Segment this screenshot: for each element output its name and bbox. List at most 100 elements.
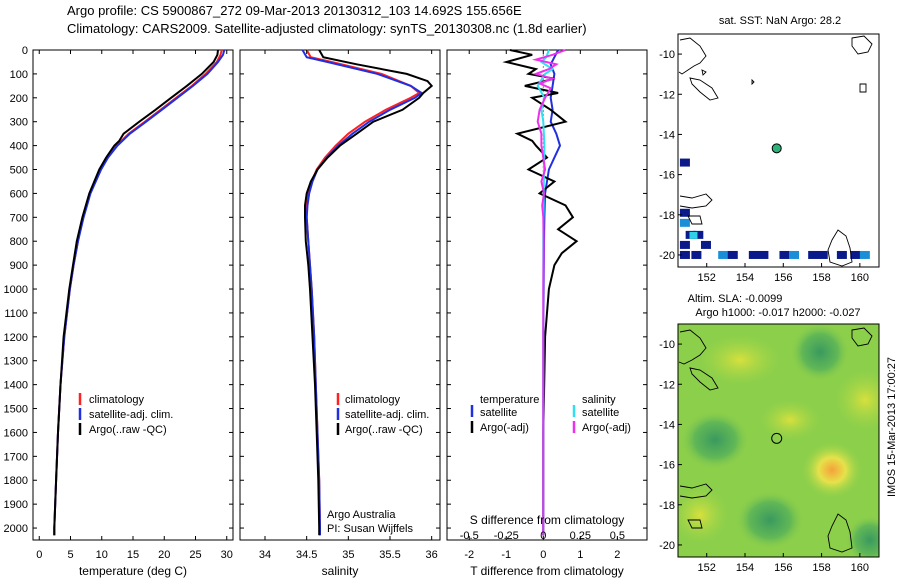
sla-map (677, 323, 880, 558)
sst-cell (679, 250, 690, 259)
s-difference-xlabel: S difference from climatology (470, 513, 625, 527)
x-tick-label: 25 (189, 549, 201, 561)
sst-cell (691, 250, 702, 259)
map-x-tick-label: 160 (851, 562, 869, 574)
depth-axis: 0 100 200 300 400 500 600 700 800 900 1000 1100 1200… (4, 45, 647, 535)
sst-cell (836, 250, 847, 259)
sst-coastline (678, 35, 873, 267)
map-y-tick-label: -16 (659, 460, 675, 472)
legend-argo-2: Argo(..raw -QC) (345, 424, 423, 436)
legend3-s-sat: satellite (582, 407, 619, 419)
depth-tick-label: 1300 (4, 356, 28, 368)
x-tick-label: 5 (67, 549, 73, 561)
argo-marker-sst (771, 143, 782, 154)
legend3-s-argo: Argo(-adj) (582, 422, 631, 434)
map-y-tick-label: -20 (659, 250, 675, 262)
depth-tick-label: 1900 (4, 499, 28, 511)
sla-map-ticks: 152 154 156 158 160 -10 -12 -14 -16 -18 -20 (659, 339, 869, 574)
depth-tick-label: 2000 (4, 523, 28, 535)
x-tick-label: -2 (464, 549, 474, 561)
legend3-t-sat: satellite (480, 407, 517, 419)
x2-tick-label: 0.5 (610, 530, 625, 542)
x2-tick-label: 0.25 (570, 530, 591, 542)
sst-map-title: sat. SST: NaN Argo: 28.2 (719, 15, 841, 27)
map-x-tick-label: 158 (812, 272, 830, 284)
map-x-tick-label: 156 (774, 562, 792, 574)
sst-cell (679, 218, 690, 227)
x-tick-label: 34 (259, 549, 271, 561)
depth-tick-label: 1500 (4, 404, 28, 416)
sla-map-title-1: Altim. SLA: -0.0099 (688, 293, 783, 305)
legend-argo: Argo(..raw -QC) (89, 424, 167, 436)
x-tick-label: 1 (577, 549, 583, 561)
x-tick-label: 0 (36, 549, 42, 561)
depth-tick-label: 800 (10, 236, 28, 248)
map-x-tick-label: 156 (774, 272, 792, 284)
map-x-tick-label: 152 (698, 562, 716, 574)
map-y-tick-label: -12 (659, 89, 675, 101)
depth-tick-label: 1700 (4, 451, 28, 463)
map-x-tick-label: 154 (736, 562, 754, 574)
sst-cell (850, 250, 861, 259)
map-y-tick-label: -20 (659, 540, 675, 552)
legend3-t-head: temperature (480, 394, 539, 406)
x-tick-label: 10 (96, 549, 108, 561)
sst-cell (718, 250, 729, 259)
x2-tick-label: -0.5 (460, 530, 479, 542)
x-tick-label: 0 (540, 549, 546, 561)
depth-tick-label: 900 (10, 260, 28, 272)
sst-cell (817, 250, 828, 259)
legend3-s-head: salinity (582, 394, 616, 406)
temperature-series (53, 49, 226, 536)
sst-cell (789, 250, 800, 259)
depth-tick-label: 1200 (4, 332, 28, 344)
map-y-tick-label: -12 (659, 379, 675, 391)
series-line (53, 49, 219, 536)
map-y-tick-label: -16 (659, 170, 675, 182)
legend3-t-argo: Argo(-adj) (480, 422, 529, 434)
sst-cell (679, 158, 690, 167)
sst-cell (808, 250, 819, 259)
depth-tick-label: 0 (22, 45, 28, 57)
map-x-tick-label: 160 (851, 272, 869, 284)
x-tick-label: 2 (614, 549, 620, 561)
sla-field (678, 324, 879, 557)
sst-cell (859, 250, 870, 259)
difference-legend: temperature satellite Argo(-adj) salinit… (470, 394, 631, 434)
depth-tick-label: 100 (10, 69, 28, 81)
x-tick-label: -1 (501, 549, 511, 561)
sst-cell (679, 240, 690, 249)
depth-tick-label: 1000 (4, 284, 28, 296)
depth-tick-label: 1600 (4, 427, 28, 439)
sst-cell (700, 240, 711, 249)
salinity-panel (239, 49, 441, 541)
depth-tick-label: 200 (10, 93, 28, 105)
map-y-tick-label: -14 (659, 129, 675, 141)
map-x-tick-label: 152 (698, 272, 716, 284)
title-line-2: Climatology: CARS2009. Satellite-adjuste… (67, 21, 587, 36)
depth-tick-label: 600 (10, 188, 28, 200)
sst-cell (693, 230, 704, 239)
x-tick-label: 35.5 (379, 549, 400, 561)
map-y-tick-label: -18 (659, 210, 675, 222)
sst-cell (758, 250, 769, 259)
depth-tick-label: 1400 (4, 380, 28, 392)
map-y-tick-label: -18 (659, 500, 675, 512)
sst-cell (748, 250, 759, 259)
x2-tick-label: 0 (540, 530, 546, 542)
credit-line-1: Argo Australia (327, 509, 396, 521)
sst-cell (779, 250, 790, 259)
temperature-xlabel: temperature (deg C) (79, 564, 187, 578)
difference-xlabel: T difference from climatology (470, 564, 624, 578)
sst-cell (727, 250, 738, 259)
x-tick-label: 34.5 (296, 549, 317, 561)
x-tick-label: 35 (342, 549, 354, 561)
map-y-tick-label: -14 (659, 419, 675, 431)
legend-sat: satellite-adj. clim. (89, 409, 173, 421)
sst-cell (689, 231, 698, 239)
sla-coastline (678, 327, 873, 553)
series-line (304, 49, 434, 536)
depth-tick-label: 1100 (4, 308, 28, 320)
x2-tick-label: -0.25 (494, 530, 519, 542)
